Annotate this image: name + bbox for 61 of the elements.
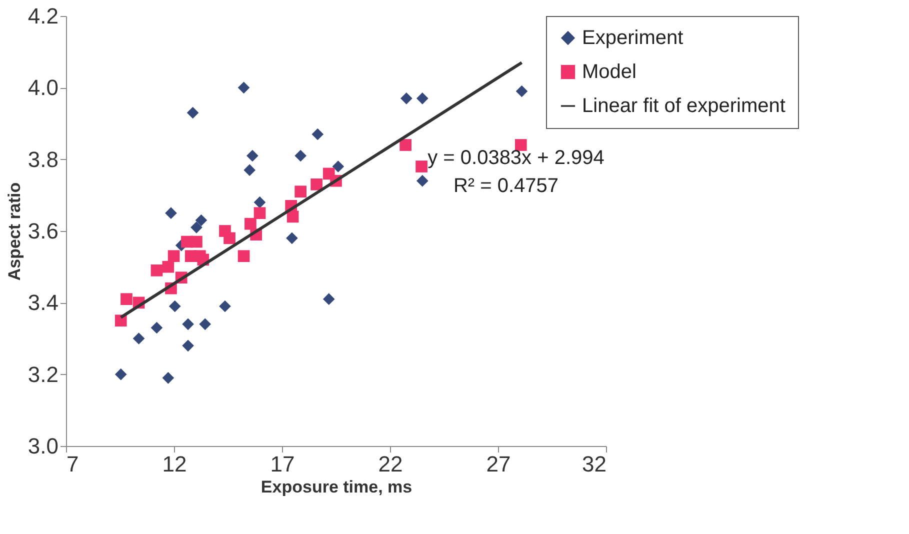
point [286, 210, 299, 223]
x-tick-label: 27 [486, 452, 511, 476]
point [162, 260, 174, 273]
y-tick-label: 3.6 [28, 218, 58, 244]
point [190, 222, 202, 234]
point [312, 128, 324, 140]
point [162, 372, 174, 384]
point [150, 322, 163, 334]
point [182, 340, 194, 352]
point [332, 160, 344, 172]
point [416, 92, 428, 104]
point [195, 214, 208, 226]
point [114, 368, 127, 380]
y-axis-title: Aspect ratio [4, 182, 24, 281]
legend-label: Model [582, 61, 636, 83]
point [294, 186, 306, 198]
point [186, 106, 199, 119]
y-tick-label: 3.4 [28, 290, 58, 316]
y-tick-label: 4.0 [28, 75, 58, 100]
point [219, 300, 231, 312]
y-tick-label: 3.0 [28, 434, 58, 458]
point [238, 82, 250, 94]
point [416, 160, 428, 172]
point [246, 150, 258, 162]
point [199, 318, 212, 330]
point [190, 236, 202, 248]
point [224, 232, 236, 244]
point [514, 139, 527, 151]
point [416, 174, 428, 187]
annotation: y = 0.0383x + 2.994 [428, 147, 604, 169]
point [244, 218, 256, 230]
point [168, 300, 181, 312]
point [120, 293, 132, 305]
point [132, 332, 145, 344]
x-tick-label: 12 [162, 452, 187, 476]
point [516, 85, 528, 98]
point [168, 250, 180, 262]
point [238, 250, 250, 262]
x-tick-label: 7 [66, 452, 79, 476]
point [310, 178, 322, 190]
y-tick-label: 4.2 [28, 4, 58, 28]
legend-label: Linear fit of experiment [582, 95, 786, 117]
x-tick-label: 17 [270, 452, 295, 476]
y-tick-label: 3.2 [28, 362, 58, 387]
point [182, 318, 194, 330]
point [400, 139, 412, 151]
annotation: R² = 0.4757 [453, 175, 559, 197]
x-tick-label: 32 [582, 452, 606, 476]
point [400, 92, 412, 104]
point [254, 196, 266, 208]
y-tick-label: 3.8 [28, 146, 58, 172]
point [150, 264, 163, 276]
point [254, 207, 266, 219]
point [286, 232, 298, 244]
legend-label: Experiment [582, 27, 684, 49]
point [165, 207, 177, 219]
x-tick-label: 22 [378, 452, 403, 476]
x-axis-title: Exposure time, ms [260, 478, 412, 496]
point [322, 293, 335, 305]
point [244, 164, 256, 176]
point [294, 150, 306, 162]
